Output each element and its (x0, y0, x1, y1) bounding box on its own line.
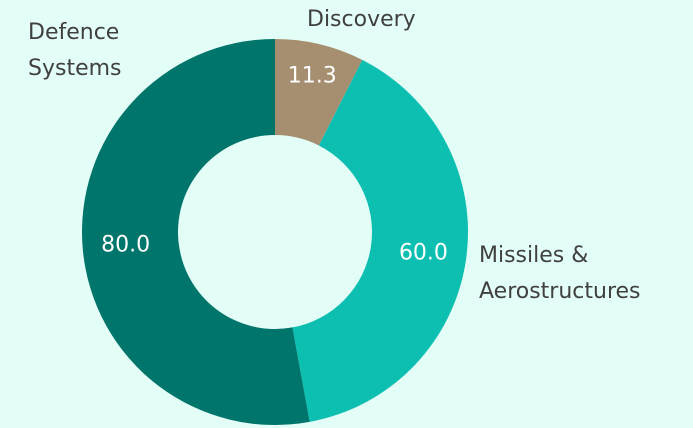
category-label: Discovery (307, 7, 416, 32)
donut-slice (81, 39, 310, 426)
category-label: Defence Systems (28, 20, 122, 81)
category-label: Missiles & Aerostructures (479, 243, 641, 304)
value-label: 80.0 (101, 233, 150, 258)
value-label: 60.0 (399, 241, 448, 266)
value-label: 11.3 (288, 63, 337, 88)
donut-slice (275, 39, 363, 146)
donut-slice (292, 59, 469, 422)
